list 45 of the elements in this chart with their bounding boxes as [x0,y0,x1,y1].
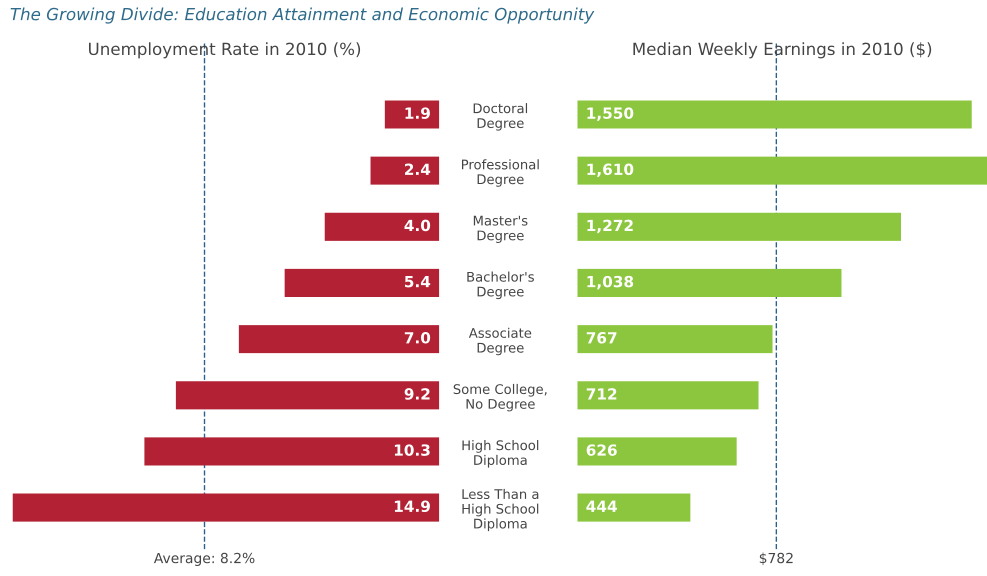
ref-line-label: Average: 8.2% [154,552,254,566]
y-tick-label: Bachelor's Degree [467,272,534,300]
y-tick-label: Professional Degree [462,159,539,187]
bar [324,212,440,241]
data-label: 712 [586,388,616,400]
data-label: 1,038 [587,276,634,290]
bar [577,268,842,297]
bar [144,437,440,466]
bar [176,381,440,410]
bar [577,437,737,466]
bar [284,268,440,297]
data-label: 1,550 [587,107,634,121]
data-label: 4.0 [404,220,430,232]
bar [577,494,690,522]
text: The Growing Divide: Education Attainment and Economic Opportunity [10,7,594,24]
y-tick-label: Associate Degree [468,328,532,356]
data-label: 10.3 [394,444,430,456]
chart-title: Unemployment Rate in 2010 (%) [89,42,360,58]
data-label: 2.4 [405,164,430,175]
data-label: 5.4 [405,276,430,288]
bar [12,494,440,522]
chart-title: Median Weekly Earnings in 2010 ($) [633,42,932,58]
bar [384,100,440,129]
y-tick-label: Some College, No Degree [454,384,547,412]
data-label: 626 [586,444,617,456]
bar [577,212,902,241]
bar [238,325,440,354]
bar [577,325,773,354]
data-label: 1,272 [587,220,633,234]
data-label: 1,610 [587,164,634,178]
data-label: 14.9 [394,500,430,512]
ref-line-label: $782 [760,552,793,566]
data-label: 767 [586,332,616,344]
y-tick-label: High School Diploma [462,440,538,468]
bar [577,156,987,185]
bar [577,100,972,129]
data-label: 1.9 [406,107,430,119]
y-tick-label: Master's Degree [474,216,528,243]
bar [370,156,440,185]
y-tick-label: Doctoral Degree [474,103,528,131]
y-tick-label: Less Than a High School Diploma [462,488,538,532]
data-label: 7.0 [404,332,430,344]
data-label: 444 [586,500,617,512]
bar [577,381,759,410]
data-label: 9.2 [404,388,430,400]
